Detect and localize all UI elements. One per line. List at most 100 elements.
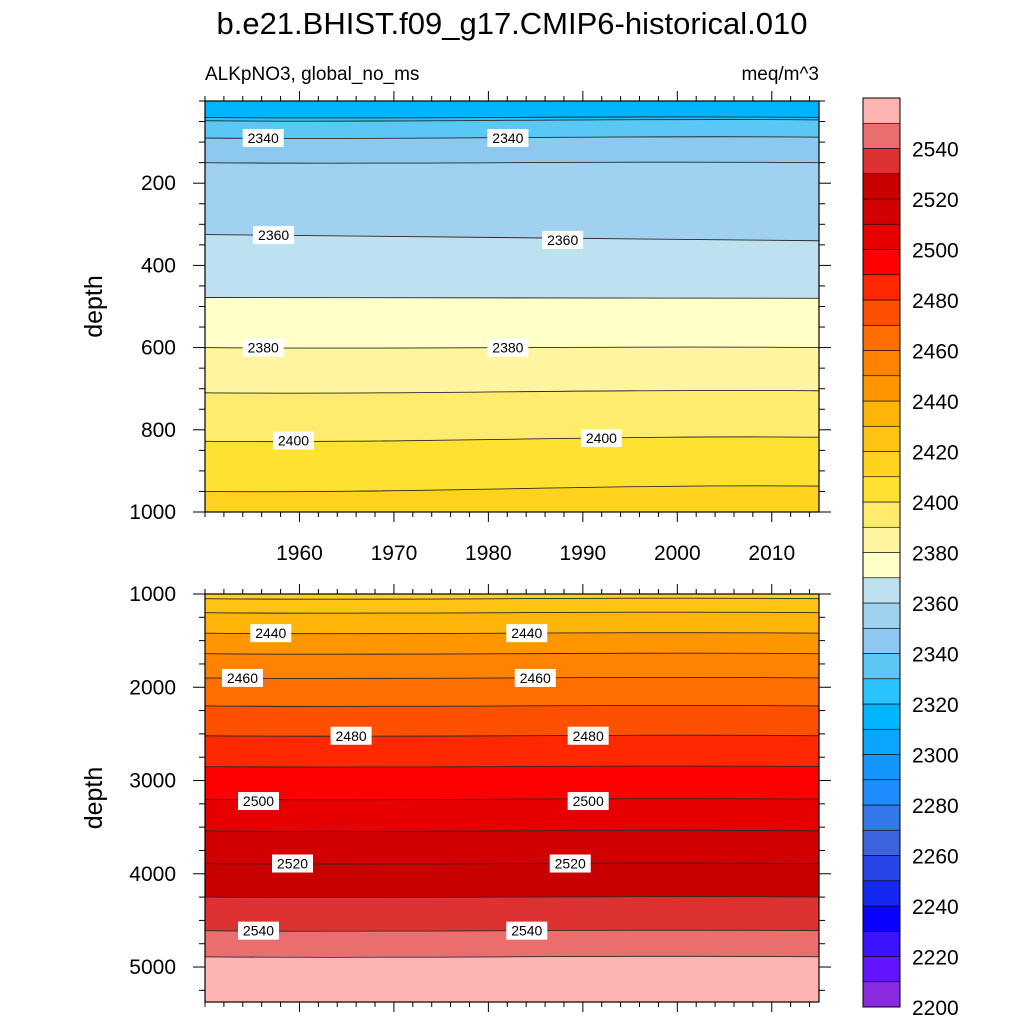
x-tick-label: 1990 [559, 542, 606, 565]
contour-label-box [506, 921, 548, 940]
colorbar-label: 2220 [912, 947, 959, 970]
colorbar-label: 2380 [912, 543, 959, 566]
colorbar-box-2520 [862, 173, 901, 200]
colorbar-box-2390 [862, 501, 901, 528]
contour-label: 2480 [573, 728, 604, 744]
x-tick-label: 2010 [748, 542, 795, 565]
colorbar: 2200 2220 2240 2260 2280 2300 2320 2340 2360 2380… [862, 97, 959, 1020]
colorbar-label: 2320 [912, 694, 959, 717]
colorbar-box-2220 [862, 930, 901, 957]
contour-label-box [253, 225, 295, 244]
contour-label: 2460 [227, 670, 258, 686]
colorbar-frame [862, 97, 901, 1008]
panel-upper: 2340 2340 2360 2360 2380 2380 2400 2400 1960 1970… [80, 64, 831, 565]
contour-line-2350 [204, 161, 820, 164]
contour-label: 2480 [336, 728, 367, 744]
contour-label-box [242, 128, 284, 147]
contour-label: 2380 [248, 340, 279, 356]
colorbar-box-2300 [862, 728, 901, 755]
colorbar-box-2250 [862, 855, 901, 882]
contour-label-box [514, 668, 556, 687]
y-tick-label: 1000 [129, 501, 176, 524]
y-tick-label: 200 [141, 172, 176, 195]
colorbar-label: 2240 [912, 896, 959, 919]
contour-line-2330 [204, 118, 820, 122]
contour-line-2390 [204, 389, 820, 394]
colorbar-box-2430 [862, 400, 901, 427]
y-tick-label: 600 [141, 337, 176, 360]
y-tick-label: 1000 [129, 583, 176, 606]
contour-label-box [567, 792, 609, 811]
plot-frame [204, 593, 820, 1003]
contour-line-2450 [204, 652, 820, 655]
contour-line-2530 [204, 896, 820, 899]
colorbar-box-2440 [862, 375, 901, 402]
contour-label: 2500 [243, 793, 274, 809]
colorbar-label: 2440 [912, 391, 959, 414]
contour-line-2550 [204, 955, 820, 958]
contour-line-2420 [204, 597, 820, 600]
contour-label-box [238, 792, 280, 811]
contour-label: 2340 [492, 130, 523, 146]
contour-line-2500 [204, 798, 820, 801]
colorbar-box-2540 [862, 122, 901, 149]
y-tick-label: 4000 [129, 863, 176, 886]
contour-label: 2340 [248, 130, 279, 146]
contour-label-box [272, 431, 314, 450]
contour-panels: 2340 2340 2360 2360 2380 2380 2400 2400 1960 1970… [80, 64, 831, 1012]
contour-label: 2520 [555, 856, 586, 872]
x-tick-label: 1970 [371, 542, 418, 565]
colorbar-box-2260 [862, 829, 901, 856]
contour-label: 2540 [243, 923, 274, 939]
contour-label: 2380 [492, 340, 523, 356]
colorbar-label: 2520 [912, 189, 959, 212]
colorbar-box-2210 [862, 956, 901, 983]
contour-line-2370 [204, 297, 820, 299]
contour-line-2490 [204, 765, 820, 768]
contour-label-box [330, 726, 372, 745]
contour-line-2460 [204, 676, 820, 679]
figure-title: b.e21.BHIST.f09_g17.CMIP6-historical.010 [216, 6, 807, 41]
contour-label-box [487, 128, 529, 147]
variable-label: ALKpNO3, global_no_ms [205, 64, 419, 85]
colorbar-box-2310 [862, 703, 901, 730]
contour-line-2410 [204, 485, 820, 493]
y-tick-label: 800 [141, 419, 176, 442]
contour-label-box [542, 230, 584, 249]
contour-label: 2520 [277, 856, 308, 872]
contour-label-box [221, 668, 263, 687]
colorbar-box-2490 [862, 249, 901, 276]
contour-label-box [506, 624, 548, 643]
y-axis-label: depth [80, 767, 108, 830]
contour-label-box [580, 429, 622, 448]
colorbar-box-2530 [862, 148, 901, 175]
contour-label-box [567, 726, 609, 745]
contour-label: 2500 [573, 793, 604, 809]
colorbar-label: 2260 [912, 846, 959, 869]
colorbar-label: 2400 [912, 492, 959, 515]
contour-label: 2540 [511, 923, 542, 939]
contour-label: 2400 [278, 432, 309, 448]
contour-label-box [238, 921, 280, 940]
y-tick-label: 2000 [129, 676, 176, 699]
units-label: meq/m^3 [741, 64, 819, 85]
contour-label: 2460 [520, 670, 551, 686]
colorbar-label: 2500 [912, 240, 959, 263]
colorbar-box-2510 [862, 198, 901, 225]
y-tick-label: 5000 [129, 956, 176, 979]
contour-line-2430 [204, 611, 820, 614]
colorbar-label: 2480 [912, 290, 959, 313]
panel-lower: 2440 2440 2460 2460 2480 2480 2500 2500 2520 2520… [80, 583, 831, 1012]
colorbar-box-2330 [862, 653, 901, 680]
y-tick-label: 400 [141, 254, 176, 277]
colorbar-label: 2540 [912, 139, 959, 162]
colorbar-box-2500 [862, 223, 901, 250]
colorbar-label: 2340 [912, 644, 959, 667]
contour-label: 2360 [258, 227, 289, 243]
contour-label-box [487, 338, 529, 357]
colorbar-box-2470 [862, 299, 901, 326]
colorbar-box-2420 [862, 425, 901, 452]
colorbar-box-2480 [862, 274, 901, 301]
y-tick-label: 3000 [129, 770, 176, 793]
